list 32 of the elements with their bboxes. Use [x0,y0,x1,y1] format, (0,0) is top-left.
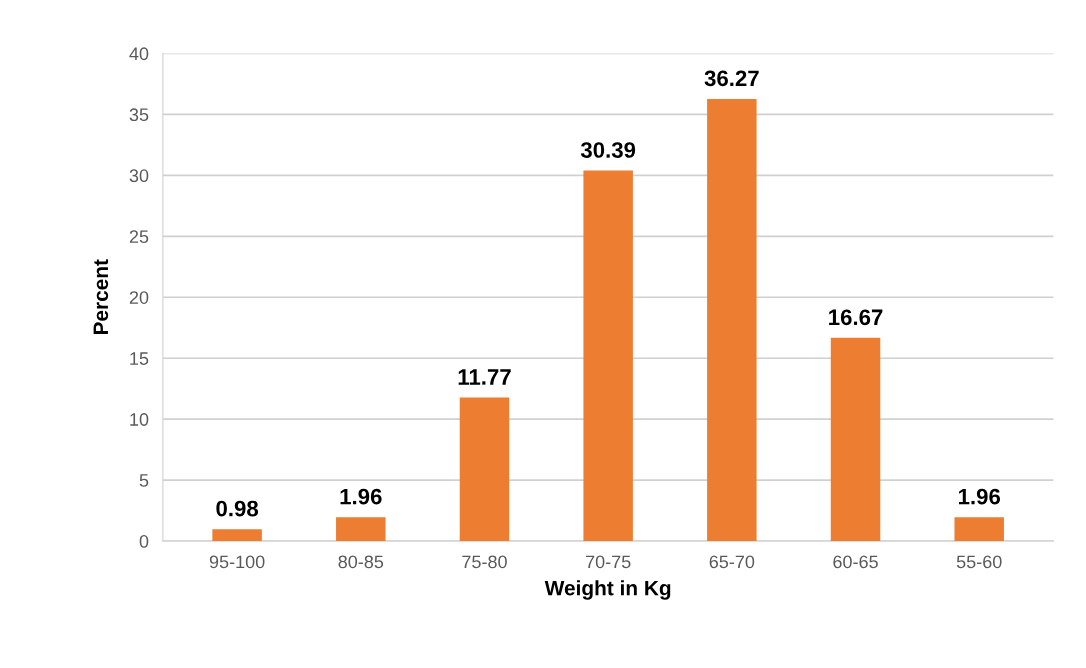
data-label: 0.98 [216,500,259,517]
data-label: 30.39 [580,142,636,158]
y-tick-label: 5 [139,474,149,487]
data-label: 1.96 [958,488,1001,505]
x-tick-label: 70-75 [586,555,631,569]
data-label: 16.67 [829,309,883,326]
bar [212,529,262,542]
y-tick-label: 30 [129,169,149,183]
bar [336,517,386,542]
data-label: 11.77 [458,369,511,385]
y-tick-label: 40 [129,47,149,61]
bar [583,170,633,542]
y-tick-label: 15 [130,352,149,365]
data-label: 36.27 [704,70,759,87]
y-tick-label: 0 [139,535,149,548]
bar [459,397,510,542]
x-tick-label: 55-60 [956,555,1002,569]
y-axis-title: Percent [93,259,109,335]
y-tick-label: 10 [130,413,149,426]
x-tick-label: 95-100 [209,555,265,569]
x-tick-label: 65-70 [709,555,755,569]
x-tick-label: 80-85 [338,555,384,569]
bar [954,517,1004,542]
bar [707,98,757,542]
x-tick-label: 60-65 [833,555,878,569]
bar [830,337,881,542]
y-tick-label: 35 [129,108,149,122]
x-axis-title: Weight in Kg [544,580,671,600]
y-tick-label: 20 [129,291,149,304]
x-tick-label: 75-80 [462,555,507,569]
data-label: 1.96 [340,488,382,505]
y-tick-label: 25 [129,230,149,244]
